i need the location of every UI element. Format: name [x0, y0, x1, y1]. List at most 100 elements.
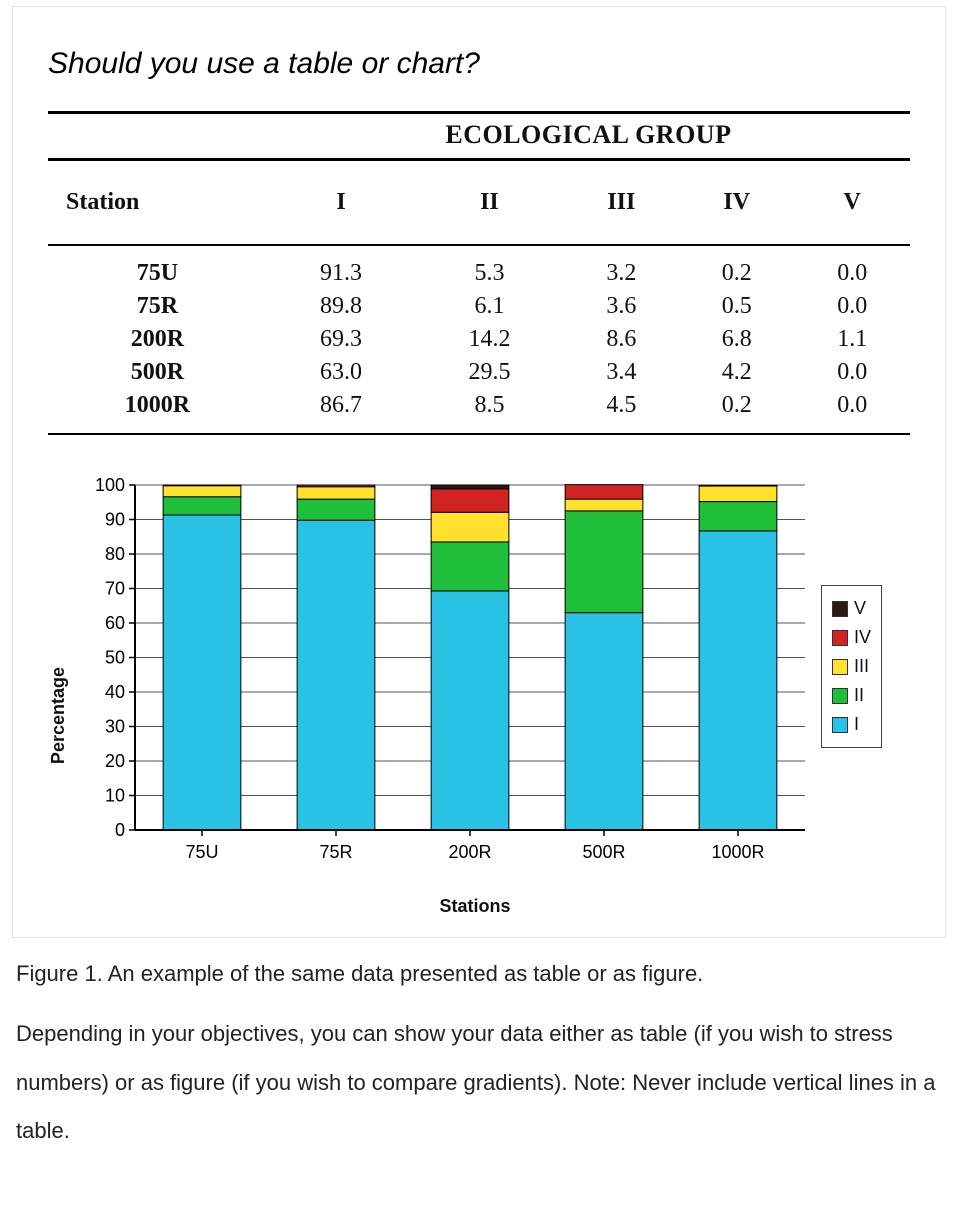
col-header-III: III — [564, 160, 679, 246]
bar-segment-III — [431, 512, 509, 542]
figure-caption-line2: Depending in your objectives, you can sh… — [16, 1010, 942, 1155]
bar-segment-III — [565, 499, 643, 511]
col-header-IV: IV — [679, 160, 794, 246]
svg-text:80: 80 — [105, 544, 125, 564]
cell: 29.5 — [415, 356, 563, 389]
legend-label: III — [854, 656, 869, 677]
bar-segment-III — [699, 486, 777, 502]
cell: 8.5 — [415, 389, 563, 434]
legend-swatch-icon — [832, 717, 848, 733]
cell: 69.3 — [267, 323, 415, 356]
svg-text:20: 20 — [105, 751, 125, 771]
svg-text:70: 70 — [105, 579, 125, 599]
legend-label: V — [854, 598, 866, 619]
col-header-I: I — [267, 160, 415, 246]
svg-text:50: 50 — [105, 648, 125, 668]
bar-segment-I — [699, 531, 777, 830]
cell-station: 75R — [48, 290, 267, 323]
cell: 0.0 — [794, 356, 910, 389]
stacked-bar-chart: 0 10 20 30 40 50 60 70 80 90 100 75U 75R 200R 500R 1000… — [75, 475, 815, 885]
svg-text:500R: 500R — [582, 842, 625, 862]
bar-segment-I — [565, 613, 643, 830]
legend-item-V: V — [832, 594, 871, 623]
legend-item-I: I — [832, 710, 871, 739]
cell: 91.3 — [267, 245, 415, 290]
cell: 0.5 — [679, 290, 794, 323]
bar-segment-IV — [431, 489, 509, 512]
svg-text:200R: 200R — [448, 842, 491, 862]
cell: 63.0 — [267, 356, 415, 389]
svg-text:30: 30 — [105, 717, 125, 737]
col-header-station: Station — [48, 160, 267, 246]
cell-station: 200R — [48, 323, 267, 356]
svg-text:100: 100 — [95, 475, 125, 495]
cell: 4.2 — [679, 356, 794, 389]
legend-label: II — [854, 685, 864, 706]
figure-panel: Should you use a table or chart? ECOLOGI… — [12, 6, 946, 938]
table-spanner-empty — [48, 113, 267, 160]
cell: 0.2 — [679, 389, 794, 434]
bar-segment-I — [297, 520, 375, 830]
cell: 6.8 — [679, 323, 794, 356]
table-row: 200R 69.3 14.2 8.6 6.8 1.1 — [48, 323, 910, 356]
svg-text:75U: 75U — [185, 842, 218, 862]
legend-label: IV — [854, 627, 871, 648]
cell: 86.7 — [267, 389, 415, 434]
chart-plot-wrap: 0 10 20 30 40 50 60 70 80 90 100 75U 75R 200R 500R 1000… — [75, 475, 815, 917]
bar-segment-IV — [163, 485, 241, 486]
figure-caption-line1: Figure 1. An example of the same data pr… — [16, 950, 942, 998]
bar-segment-II — [163, 497, 241, 515]
chart-legend: VIVIIIIII — [821, 585, 882, 748]
cell-station: 75U — [48, 245, 267, 290]
cell: 0.0 — [794, 389, 910, 434]
bar-segment-IV — [699, 485, 777, 486]
bar-segment-II — [699, 502, 777, 531]
cell-station: 1000R — [48, 389, 267, 434]
cell: 89.8 — [267, 290, 415, 323]
legend-item-III: III — [832, 652, 871, 681]
svg-text:60: 60 — [105, 613, 125, 633]
bar-segment-II — [565, 511, 643, 613]
cell: 6.1 — [415, 290, 563, 323]
legend-swatch-icon — [832, 688, 848, 704]
bar-segment-II — [431, 542, 509, 591]
table-row: 75U 91.3 5.3 3.2 0.2 0.0 — [48, 245, 910, 290]
table-spanner-row: ECOLOGICAL GROUP — [48, 113, 910, 160]
cell: 0.0 — [794, 290, 910, 323]
cell: 0.0 — [794, 245, 910, 290]
cell: 3.4 — [564, 356, 679, 389]
cell: 4.5 — [564, 389, 679, 434]
svg-text:10: 10 — [105, 786, 125, 806]
bar-segment-IV — [565, 485, 643, 499]
bar-segment-I — [431, 591, 509, 830]
bar-segment-I — [163, 515, 241, 830]
chart-x-axis-label: Stations — [135, 896, 815, 917]
chart-area: Percentage 0 10 20 30 40 50 60 70 80 90 100 75U 75R 2… — [48, 475, 910, 917]
table-row: 500R 63.0 29.5 3.4 4.2 0.0 — [48, 356, 910, 389]
svg-text:90: 90 — [105, 510, 125, 530]
svg-text:75R: 75R — [319, 842, 352, 862]
cell: 1.1 — [794, 323, 910, 356]
svg-text:40: 40 — [105, 682, 125, 702]
svg-text:0: 0 — [115, 820, 125, 840]
table-header-row: Station I II III IV V — [48, 160, 910, 246]
bar-segment-II — [297, 499, 375, 520]
ecological-table: ECOLOGICAL GROUP Station I II III IV V 7… — [48, 111, 910, 435]
bar-segment-V — [431, 485, 509, 489]
legend-item-IV: IV — [832, 623, 871, 652]
col-header-V: V — [794, 160, 910, 246]
bar-segment-IV — [297, 485, 375, 487]
cell: 14.2 — [415, 323, 563, 356]
cell: 8.6 — [564, 323, 679, 356]
chart-y-axis-label: Percentage — [48, 627, 69, 764]
bar-segment-III — [163, 486, 241, 497]
table-row: 75R 89.8 6.1 3.6 0.5 0.0 — [48, 290, 910, 323]
svg-text:1000R: 1000R — [711, 842, 764, 862]
cell-station: 500R — [48, 356, 267, 389]
legend-swatch-icon — [832, 659, 848, 675]
cell: 5.3 — [415, 245, 563, 290]
legend-swatch-icon — [832, 630, 848, 646]
page: Should you use a table or chart? ECOLOGI… — [0, 0, 958, 1186]
legend-label: I — [854, 714, 859, 735]
legend-swatch-icon — [832, 601, 848, 617]
